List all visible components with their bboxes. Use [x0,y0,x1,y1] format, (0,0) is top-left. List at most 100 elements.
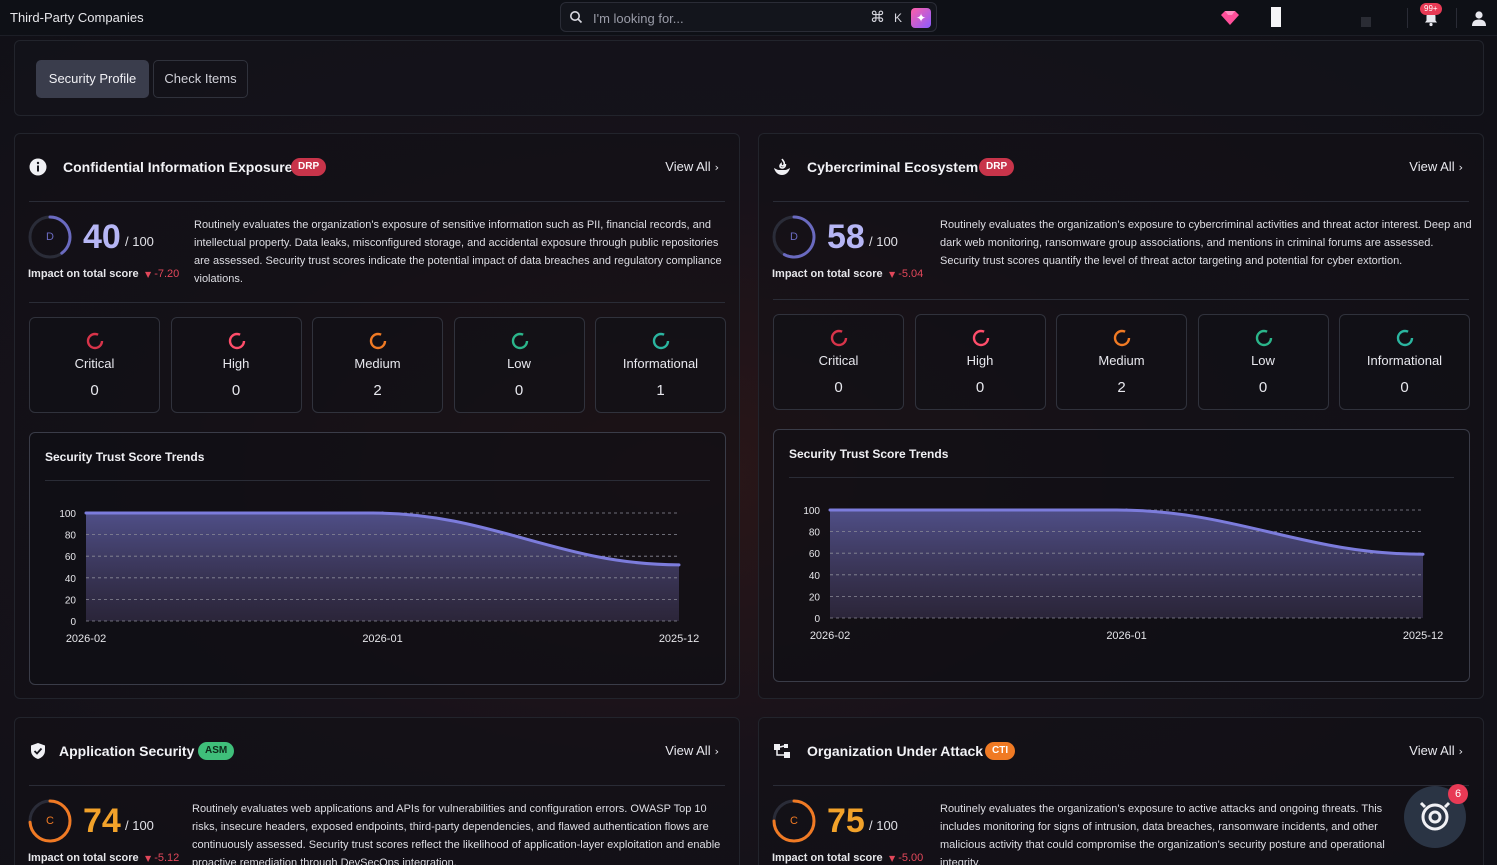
card-title: Cybercriminal Ecosystem [807,159,979,175]
grade-ring [772,799,816,843]
view-all-label: View All [665,159,711,174]
severity-informational[interactable]: Informational 1 [595,317,726,413]
card-description: Routinely evaluates the organization's e… [194,219,722,285]
card-description: Routinely evaluates the organization's e… [940,803,1385,865]
severity-ring-icon [1255,329,1272,347]
notification-badge: 99+ [1420,3,1442,15]
severity-critical[interactable]: Critical 0 [29,317,160,413]
tab-security-profile[interactable]: Security Profile [36,60,149,98]
sparkle-icon[interactable]: ✦ [911,8,931,28]
divider [789,477,1454,478]
trend-line [830,508,1424,556]
search-input[interactable]: I'm looking for... ⌘ K ✦ [560,2,937,32]
severity-count: 0 [1258,379,1268,396]
search-placeholder: I'm looking for... [593,11,684,26]
assistant-badge: 6 [1448,784,1468,804]
view-all-link[interactable]: View All › [1409,159,1463,174]
card-title: Application Security [59,743,195,759]
caret-down-icon: ▼ [889,270,896,279]
card-title: Organization Under Attack [807,743,984,759]
card-badge: ASM [198,742,235,760]
severity-high[interactable]: High 0 [914,314,1046,410]
severity-ring-icon [652,332,670,350]
score-max: / 100 [125,234,154,249]
chevron-right-icon: › [1458,745,1463,758]
score-max: / 100 [125,818,154,833]
severity-count: 2 [373,382,382,399]
page-title: Third-Party Companies [10,10,144,25]
y-tick-label: 100 [59,509,76,520]
x-tick-label: 2026-01 [362,633,402,645]
divider [29,785,725,786]
severity-count: 0 [514,382,524,399]
top-bar: Third-Party Companies I'm looking for...… [0,0,1497,36]
severity-low[interactable]: Low 0 [1197,314,1329,410]
severity-label: Critical [818,353,859,368]
chevron-right-icon: › [714,161,719,174]
severity-ring-icon [972,329,989,347]
shield-check-icon [31,743,45,759]
trend-line [86,511,680,567]
severity-medium[interactable]: Medium 2 [1056,314,1187,410]
gem-icon[interactable] [1221,10,1239,26]
grade-letter: C [790,815,798,827]
impact-delta: ▼ -5.12 [145,852,180,864]
severity-ring-icon [1113,329,1131,347]
severity-low[interactable]: Low 0 [453,317,585,413]
severity-critical[interactable]: Critical 0 [773,314,904,410]
severity-ring-icon [830,329,848,347]
divider [773,785,1469,786]
x-tick-label: 2025-12 [659,633,699,645]
severity-high[interactable]: High 0 [170,317,302,413]
card-application-security: Application Security ASM View All › C 74 … [14,717,740,865]
y-tick-label: 60 [65,552,77,563]
trend-point [828,508,832,512]
view-all-link[interactable]: View All › [665,743,719,758]
x-tick-label: 2026-02 [810,630,850,642]
trend-chart: 0 20 40 60 80 100 2026-02 2026-01 2025-12 [59,509,699,645]
severity-ring-icon [369,332,387,350]
y-tick-label: 20 [65,595,77,606]
x-tick-label: 2025-12 [1403,630,1443,642]
severity-medium[interactable]: Medium 2 [312,317,443,413]
impact-label: Impact on total score [772,268,883,280]
severity-informational[interactable]: Informational 0 [1339,314,1470,410]
x-tick-label: 2026-02 [66,633,106,645]
score-value: 40 [83,218,121,256]
chevron-right-icon: › [714,745,719,758]
score-max: / 100 [869,818,898,833]
divider [773,201,1469,202]
divider [29,201,725,202]
card-description: Routinely evaluates the organization's e… [940,219,1472,267]
severity-label: Medium [1098,353,1145,368]
trend-point [84,511,88,515]
divider [29,302,725,303]
y-tick-label: 40 [809,571,821,582]
status-indicator [1271,7,1281,27]
divider [1456,8,1457,28]
card-title: Confidential Information Exposure [63,159,293,175]
severity-count: 0 [975,379,985,396]
divider [45,480,710,481]
score-max: / 100 [869,234,898,249]
card-badge: DRP [979,158,1015,176]
severity-label: Medium [354,356,401,371]
view-all-link[interactable]: View All › [1409,743,1463,758]
view-all-label: View All [1409,743,1455,758]
chevron-right-icon: › [1458,161,1463,174]
severity-label: Critical [74,356,115,371]
trend-area [86,513,679,621]
severity-label: Informational [622,356,699,371]
trend-point [677,563,681,567]
user-icon[interactable] [1470,9,1488,27]
impact-label: Impact on total score [28,268,139,280]
view-all-link[interactable]: View All › [665,159,719,174]
y-tick-label: 60 [809,549,821,560]
severity-label: Informational [1366,353,1443,368]
severity-count: 0 [231,382,241,399]
y-tick-label: 40 [65,574,77,585]
trend-title: Security Trust Score Trends [45,450,205,464]
tab-check-items[interactable]: Check Items [153,60,248,98]
x-tick-label: 2026-01 [1106,630,1146,642]
caret-down-icon: ▼ [889,854,896,863]
